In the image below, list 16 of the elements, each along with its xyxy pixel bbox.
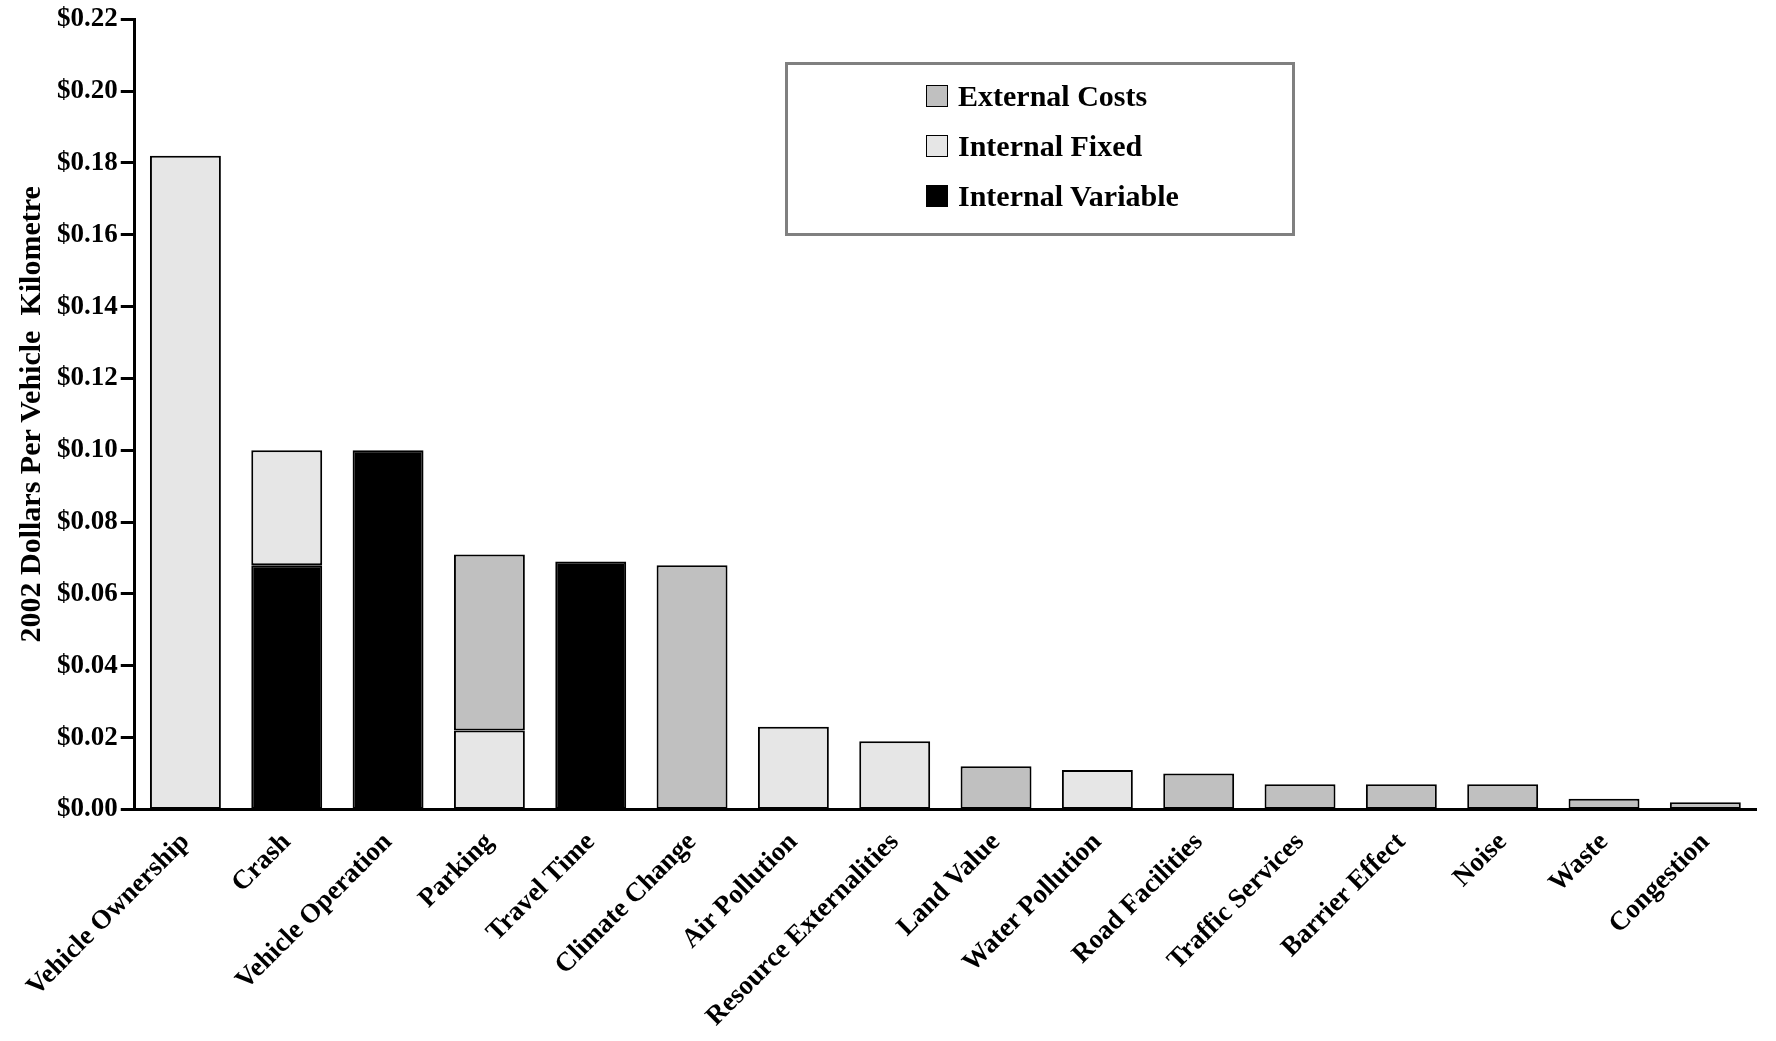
legend-label: Internal Fixed (958, 129, 1143, 163)
y-tick-label: $0.10 (57, 433, 118, 464)
y-tick-label: $0.02 (57, 720, 118, 751)
y-tick-label: $0.20 (57, 74, 118, 105)
y-tick-label: $0.08 (57, 505, 118, 536)
y-axis-title: 2002 Dollars Per Vehicle Kilometre (12, 186, 46, 643)
y-tick-label: $0.14 (57, 289, 118, 320)
legend-label: External Costs (958, 79, 1148, 113)
y-tick-label: $0.18 (57, 145, 118, 176)
y-tick-label: $0.12 (57, 361, 118, 392)
y-tick-label: $0.04 (57, 648, 118, 679)
y-tick-label: $0.16 (57, 217, 118, 248)
y-tick-label: $0.06 (57, 576, 118, 607)
y-tick-label: $0.00 (57, 792, 118, 823)
legend-label: Internal Variable (958, 179, 1179, 213)
y-tick-label: $0.22 (57, 2, 118, 33)
